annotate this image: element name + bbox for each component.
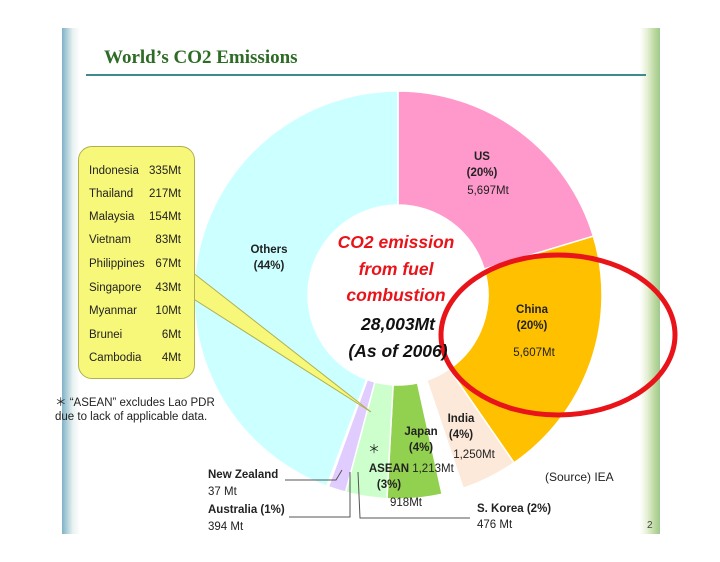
slice-others xyxy=(193,90,399,488)
slice-label-s-korea: S. Korea (2%) xyxy=(477,503,551,515)
asean-value: 154Mt xyxy=(149,211,181,223)
slice-value-s-korea: 476 Mt xyxy=(477,519,513,531)
asean-country: Vietnam xyxy=(89,234,131,246)
asean-country: Singapore xyxy=(89,282,142,294)
slice-label-others: Others xyxy=(250,244,287,256)
asean-value: 43Mt xyxy=(155,282,181,294)
asean-value: 10Mt xyxy=(155,305,181,317)
asean-country: Thailand xyxy=(89,188,134,200)
asean-country: Cambodia xyxy=(89,352,142,364)
asean-country: Indonesia xyxy=(89,165,139,177)
slice-value-us: 5,697Mt xyxy=(467,185,509,197)
asean-country: Brunei xyxy=(89,329,123,341)
slice-share-india: (4%) xyxy=(449,429,473,441)
asean-asterisk: ＊ xyxy=(368,442,380,456)
new-zealand-leader-line xyxy=(285,469,343,481)
asean-breakdown-callout: Indonesia 335Mt Thailand 217Mt Malaysia … xyxy=(78,146,195,379)
footnote-line: due to lack of applicable data. xyxy=(55,411,208,423)
slide-left-border xyxy=(62,28,80,534)
slice-share-others: (44%) xyxy=(254,260,285,272)
page-number: 2 xyxy=(647,520,653,531)
asean-value: 6Mt xyxy=(161,329,181,341)
center-text-line2: from fuel xyxy=(359,259,435,279)
slice-label-new-zealand: New Zealand xyxy=(208,469,278,481)
title-underline xyxy=(86,74,646,76)
slice-label-japan: Japan xyxy=(404,426,437,438)
center-text-line1: CO2 emission xyxy=(338,232,455,252)
asean-value: 67Mt xyxy=(155,258,181,270)
asean-value: 83Mt xyxy=(155,234,181,246)
slice-value-china: 5,607Mt xyxy=(513,347,555,359)
asean-country: Philippines xyxy=(89,258,145,270)
slice-share-china: (20%) xyxy=(517,320,548,332)
slice-label-china: China xyxy=(516,304,549,316)
slice-label-india: India xyxy=(448,413,475,425)
s-korea-leader-line xyxy=(357,471,470,519)
asean-value: 4Mt xyxy=(161,352,181,364)
center-text-year: (As of 2006) xyxy=(348,341,447,361)
slide-title: World’s CO2 Emissions xyxy=(104,47,298,68)
slice-label-asean: ASEAN xyxy=(369,463,409,475)
slice-share-asean: (3%) xyxy=(377,479,401,491)
center-text-line3: combustion xyxy=(346,285,445,305)
source-note: (Source) IEA xyxy=(545,470,614,484)
slice-value-india: 1,250Mt xyxy=(453,449,495,461)
slice-us xyxy=(397,90,595,270)
australia-leader-line xyxy=(289,472,351,518)
asean-country: Myanmar xyxy=(89,305,137,317)
slice-label-australia: Australia (1%) xyxy=(208,504,285,516)
slice-label-us: US xyxy=(474,151,490,163)
slide-right-border xyxy=(640,28,660,534)
slice-share-us: (20%) xyxy=(467,167,498,179)
center-text-total: 28,003Mt xyxy=(360,314,436,334)
slice-value-japan: 1,213Mt xyxy=(412,463,454,475)
slice-value-new-zealand: 37 Mt xyxy=(208,486,238,498)
slice-value-australia: 394 Mt xyxy=(208,521,244,533)
slice-value-asean: 918Mt xyxy=(390,497,423,509)
china-highlight-ellipse xyxy=(438,252,678,418)
slice-china xyxy=(448,235,603,464)
asean-value: 335Mt xyxy=(149,165,181,177)
asean-value: 217Mt xyxy=(149,188,181,200)
asean-footnote: ＊ “ASEAN” excludes Lao PDR due to lack o… xyxy=(55,396,215,424)
slice-share-japan: (4%) xyxy=(409,442,433,454)
asean-country: Malaysia xyxy=(89,211,135,223)
footnote-line: ＊ “ASEAN” excludes Lao PDR xyxy=(55,397,215,409)
